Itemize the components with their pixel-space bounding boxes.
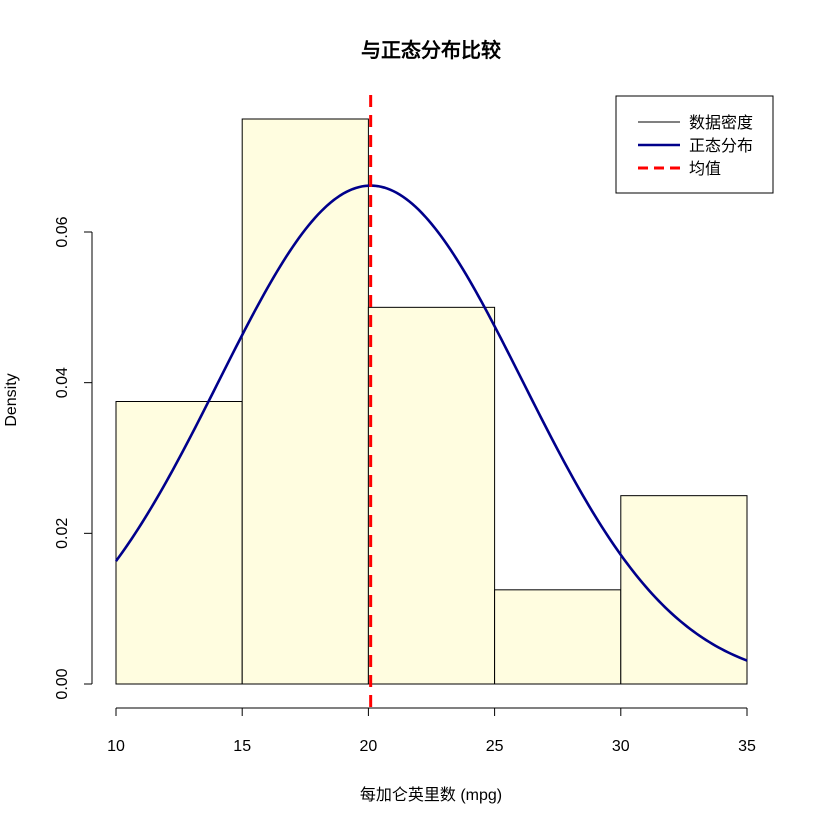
legend-label-2: 均值	[689, 160, 721, 178]
histogram-bar-4	[620, 495, 748, 685]
x-axis-label: 每加仑英里数 (mpg)	[360, 786, 502, 804]
y-axis-label: Density	[3, 373, 20, 426]
histogram-bar-1	[241, 118, 369, 685]
x-tick-label: 10	[107, 738, 125, 755]
histogram-bar-0	[115, 401, 243, 685]
y-tick-label: 0.00	[54, 668, 71, 699]
y-tick-label: 0.02	[54, 518, 71, 549]
normal-curve-line	[114, 184, 748, 662]
bars-layer	[115, 118, 748, 685]
histogram-bar-3	[494, 589, 622, 685]
y-axis: 0.00 0.02 0.04 0.06	[54, 216, 93, 700]
legend-label-1: 正态分布	[689, 137, 753, 155]
x-tick-label: 35	[738, 738, 756, 755]
x-tick-label: 20	[360, 738, 378, 755]
y-tick-label: 0.06	[54, 216, 71, 247]
histogram-bar-2	[367, 306, 496, 685]
y-tick-label: 0.04	[54, 367, 71, 398]
x-tick-label: 15	[233, 738, 251, 755]
legend-box	[615, 95, 774, 194]
x-tick-label: 30	[612, 738, 630, 755]
curve-layer	[114, 184, 748, 662]
x-tick-label: 25	[486, 738, 504, 755]
legend-label-0: 数据密度	[689, 114, 753, 132]
x-axis: 10 15 20 25 30 35	[107, 707, 756, 755]
chart-title: 与正态分布比较	[361, 38, 501, 62]
